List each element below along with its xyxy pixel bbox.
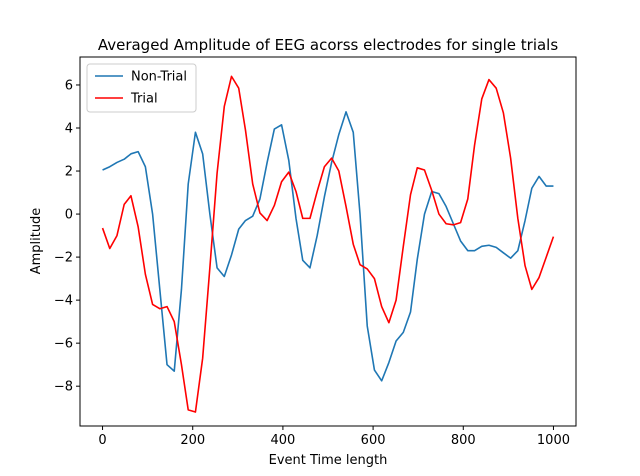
- x-tick-label: 1000: [537, 433, 570, 448]
- y-tick-label: 0: [65, 208, 73, 223]
- x-tick-label: 400: [270, 433, 295, 448]
- chart-title: Averaged Amplitude of EEG acorss electro…: [98, 36, 559, 54]
- x-tick-label: 0: [98, 433, 106, 448]
- y-tick-label: −2: [54, 251, 73, 266]
- y-tick-label: 4: [65, 122, 73, 137]
- y-axis: −8 −6 −4 −2 0 2 4 6: [54, 78, 80, 395]
- series-layer: [101, 75, 555, 413]
- series-line-non-trial: [102, 111, 554, 382]
- y-tick-label: 2: [65, 165, 73, 180]
- series-line-trial: [101, 75, 555, 413]
- legend: Non-Trial Trial: [86, 63, 197, 113]
- x-tick-label: 600: [361, 433, 386, 448]
- legend-label-non-trial: Non-Trial: [131, 70, 187, 85]
- x-tick-label: 200: [180, 433, 205, 448]
- legend-label-trial: Trial: [130, 92, 158, 107]
- x-axis-label: Event Time length: [269, 453, 388, 468]
- y-tick-label: 6: [65, 78, 73, 93]
- y-tick-label: −4: [54, 294, 73, 309]
- plot-frame: [79, 56, 577, 427]
- x-axis: 0 200 400 600 800 1000: [98, 426, 570, 448]
- y-tick-label: −6: [54, 337, 73, 352]
- x-tick-label: 800: [451, 433, 476, 448]
- y-tick-label: −8: [54, 380, 73, 395]
- y-axis-label: Amplitude: [29, 208, 44, 275]
